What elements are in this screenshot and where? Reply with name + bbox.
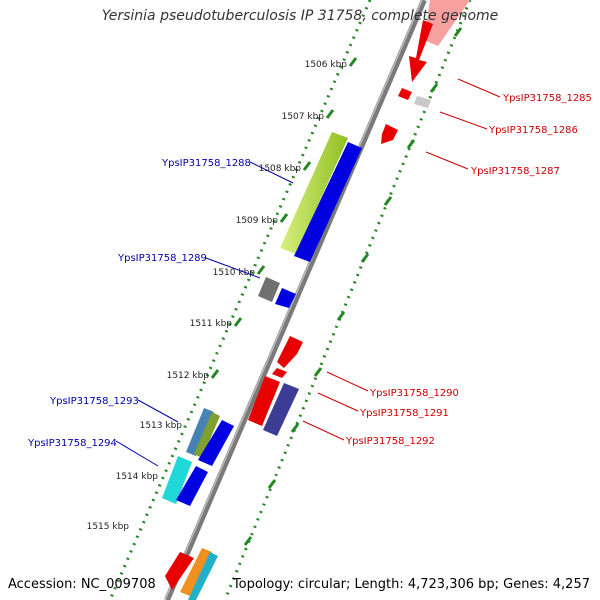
gene-1290-arrow[interactable] <box>277 336 303 368</box>
gene-1286-grey[interactable] <box>414 96 431 108</box>
gene-label-1289[interactable]: YpsIP31758_1289 <box>117 253 207 264</box>
gene-1288-yellow-green[interactable] <box>280 132 348 254</box>
gene-label-1294[interactable]: YpsIP31758_1294 <box>27 438 117 449</box>
outer-tick-marks <box>210 57 358 379</box>
gene-label-1290[interactable]: YpsIP31758_1290 <box>369 388 459 399</box>
gene-label-1288[interactable]: YpsIP31758_1288 <box>161 158 251 169</box>
gene-1290-small[interactable] <box>272 368 287 378</box>
gene-1287-arrow[interactable] <box>381 124 398 144</box>
gene-bottom-cyan[interactable] <box>188 552 218 600</box>
tick-label-1515: 1515 kbp <box>87 522 130 532</box>
reverse-leader-lines <box>115 161 294 467</box>
gene-label-1286[interactable]: YpsIP31758_1286 <box>488 125 578 136</box>
tick-label-1514: 1514 kbp <box>116 472 159 482</box>
tick-label-1506: 1506 kbp <box>305 60 348 70</box>
inner-tick-marks <box>243 27 463 546</box>
gene-label-1293[interactable]: YpsIP31758_1293 <box>49 396 139 407</box>
gene-bottom-orange[interactable] <box>180 548 212 596</box>
gene-label-1287[interactable]: YpsIP31758_1287 <box>470 166 560 177</box>
backbone-highlight <box>164 0 423 600</box>
forward-strand-genes <box>165 0 470 600</box>
forward-leader-lines <box>302 78 501 441</box>
gene-1294-cyan[interactable] <box>162 456 192 504</box>
tick-label-1509: 1509 kbp <box>236 216 279 226</box>
gene-block-top-pink[interactable] <box>424 0 470 46</box>
tick-label-1513: 1513 kbp <box>140 421 183 431</box>
gene-1288-blue-arrow[interactable] <box>294 142 362 262</box>
tick-label-1508: 1508 kbp <box>259 164 302 174</box>
genome-title: Yersinia pseudotuberculosis IP 31758, co… <box>101 8 499 24</box>
tick-label-1511: 1511 kbp <box>190 319 233 329</box>
gene-1291-arrow[interactable] <box>248 376 280 426</box>
gene-1293-green[interactable] <box>194 412 220 458</box>
tick-label-1507: 1507 kbp <box>282 112 325 122</box>
tick-label-1510: 1510 kbp <box>213 268 256 278</box>
topology-label: Topology: circular; Length: 4,723,306 bp… <box>232 577 590 592</box>
gene-1292-purple[interactable] <box>263 383 299 436</box>
gene-1293-steelblue[interactable] <box>186 408 214 456</box>
genome-backbone <box>164 0 427 600</box>
gene-1285-arrow[interactable] <box>409 20 433 82</box>
accession-label: Accession: NC_009708 <box>8 577 156 592</box>
outer-ruler-line <box>108 0 372 600</box>
gene-1293-blue-arrow[interactable] <box>198 420 234 466</box>
gene-label-1285[interactable]: YpsIP31758_1285 <box>502 93 592 104</box>
gene-bottom-red[interactable] <box>165 552 194 590</box>
gene-1294-blue-arrow[interactable] <box>176 466 208 506</box>
gene-1289-blue-arrow[interactable] <box>275 288 296 308</box>
tick-label-1512: 1512 kbp <box>167 371 210 381</box>
reverse-strand-genes <box>162 132 362 506</box>
gene-label-1291[interactable]: YpsIP31758_1291 <box>359 408 449 419</box>
gene-1286-red[interactable] <box>398 88 412 100</box>
gene-1289-grey[interactable] <box>258 277 280 302</box>
gene-label-1292[interactable]: YpsIP31758_1292 <box>345 436 435 447</box>
